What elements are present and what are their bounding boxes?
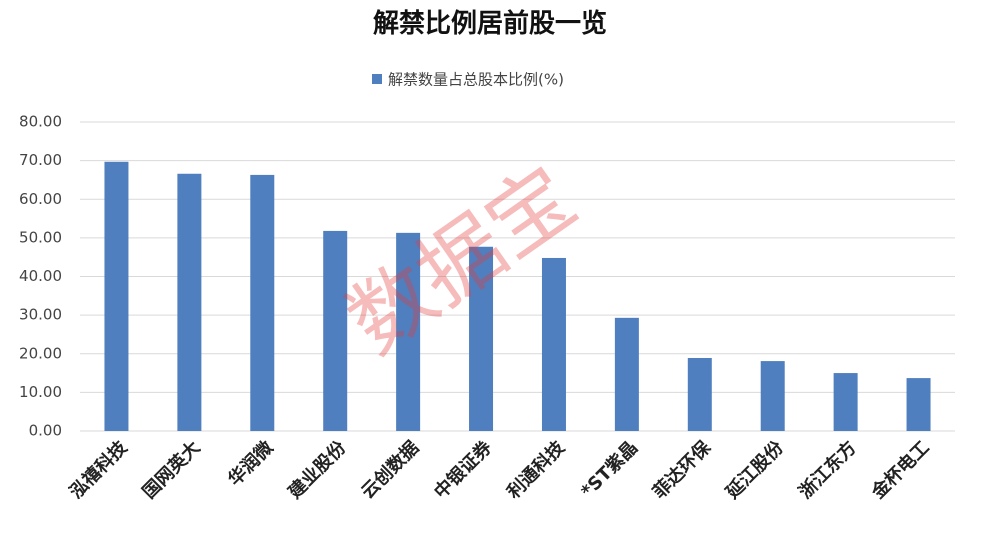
bar — [104, 161, 129, 431]
chart-title: 解禁比例居前股一览 — [373, 8, 607, 39]
x-tick-label: *ST紫晶 — [576, 437, 642, 503]
x-tick-label: 利通科技 — [503, 436, 570, 503]
x-tick-label: 金杯电工 — [866, 437, 933, 504]
x-tick-label: 泓禧科技 — [65, 436, 132, 503]
bar — [906, 378, 931, 431]
x-tick-label: 国网英大 — [138, 437, 204, 503]
x-tick-label: 浙江东方 — [794, 437, 860, 503]
y-tick-label: 30.00 — [19, 306, 62, 324]
bar — [614, 317, 639, 431]
bar — [833, 373, 858, 431]
y-tick-label: 80.00 — [19, 113, 62, 131]
y-tick-label: 60.00 — [19, 190, 62, 208]
x-tick-label: 中银证券 — [430, 436, 497, 503]
y-tick-label: 0.00 — [29, 422, 62, 440]
bar — [469, 246, 494, 431]
bar — [541, 257, 566, 431]
bar — [323, 230, 348, 431]
x-tick-label: 建业股份 — [284, 436, 351, 503]
bar — [177, 173, 202, 431]
y-tick-label: 50.00 — [19, 228, 62, 246]
legend-swatch — [372, 74, 382, 84]
bar — [687, 357, 712, 431]
bar — [250, 174, 275, 431]
x-tick-label: 延江股份 — [721, 436, 789, 504]
y-tick-label: 20.00 — [19, 344, 62, 362]
x-tick-label: 云创数据 — [357, 437, 423, 503]
x-tick-label: 华润微 — [224, 437, 278, 491]
y-tick-label: 10.00 — [19, 383, 62, 401]
bar — [396, 232, 421, 431]
bar — [760, 361, 785, 431]
y-tick-label: 70.00 — [19, 151, 62, 169]
x-tick-label: 菲达环保 — [648, 436, 715, 503]
legend-label: 解禁数量占总股本比例(%) — [388, 71, 564, 89]
y-tick-label: 40.00 — [19, 267, 62, 285]
